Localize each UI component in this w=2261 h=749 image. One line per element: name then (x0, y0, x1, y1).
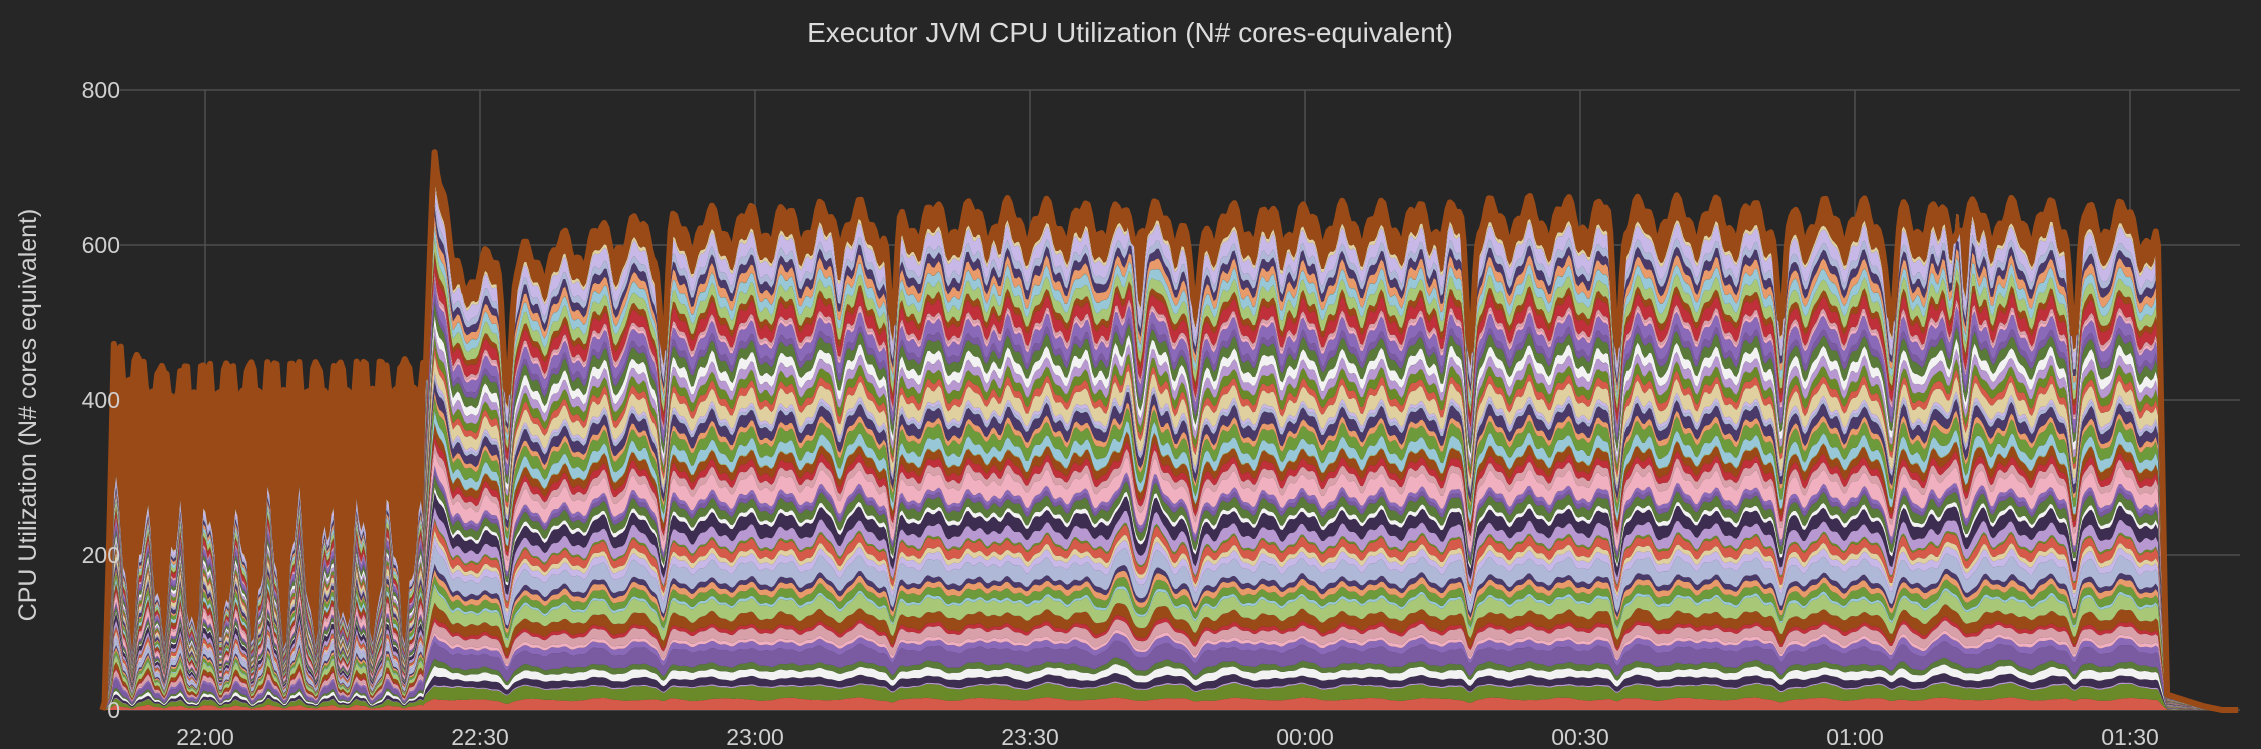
series-area (102, 586, 2239, 710)
x-tick-label: 01:30 (2101, 724, 2159, 749)
y-tick-label: 0 (107, 697, 120, 723)
y-tick-label: 400 (82, 387, 120, 413)
series-area (102, 697, 2239, 710)
series-area (102, 640, 2239, 710)
y-tick-label: 800 (82, 77, 120, 103)
series-area (102, 673, 2239, 710)
series-area (102, 683, 2239, 710)
x-tick-label: 00:30 (1551, 724, 1609, 749)
chart-title: Executor JVM CPU Utilization (N# cores-e… (807, 17, 1453, 48)
x-axis-ticks: 22:00 22:30 23:00 23:30 00:00 00:30 01:00 01:30 (176, 724, 2159, 749)
series-area (102, 492, 2239, 710)
x-tick-label: 23:00 (726, 724, 784, 749)
x-tick-label: 01:00 (1826, 724, 1884, 749)
stacked-areas (99, 149, 2239, 713)
x-tick-label: 22:30 (451, 724, 509, 749)
total-line (99, 149, 2239, 713)
y-axis-label: CPU Utilization (N# cores equivalent) (14, 209, 42, 622)
x-tick-label: 23:30 (1001, 724, 1059, 749)
series-area (102, 664, 2239, 710)
y-tick-label: 200 (82, 542, 120, 568)
y-tick-label: 600 (82, 232, 120, 258)
series-area (102, 545, 2239, 710)
x-tick-label: 00:00 (1276, 724, 1334, 749)
y-axis-ticks: 0 200 400 600 800 (82, 77, 120, 723)
x-tick-label: 22:00 (176, 724, 234, 749)
